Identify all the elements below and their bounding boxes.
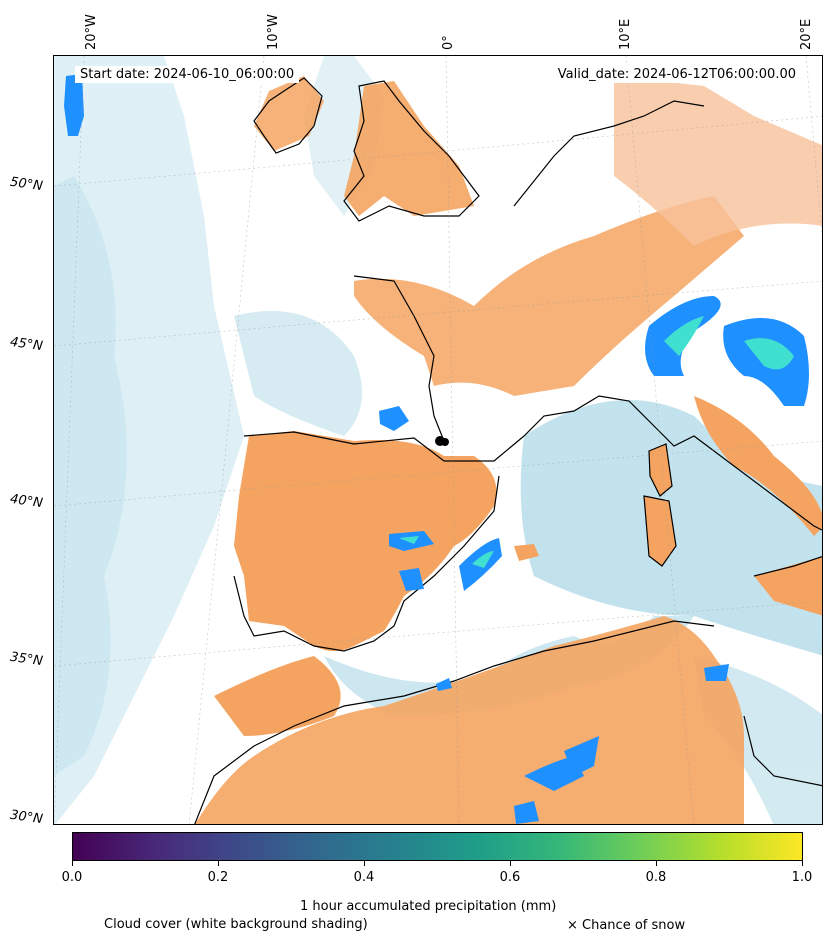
colorbar-tick [510, 861, 511, 866]
lat-label-50n: 50°N [9, 174, 44, 195]
colorbar-tick-label: 0.2 [207, 870, 229, 885]
map-canvas [54, 56, 822, 824]
lon-label-0: 0° [441, 35, 456, 50]
weather-map: Start date: 2024-06-10_06:00:00 Valid_da… [53, 55, 823, 825]
colorbar-tick [218, 861, 219, 866]
colorbar-label: 1 hour accumulated precipitation (mm) [300, 899, 557, 914]
snow-legend: × Chance of snow [567, 918, 686, 933]
colorbar-tick [802, 861, 803, 866]
lon-label-20w: 20°W [84, 14, 99, 50]
colorbar-tick [364, 861, 365, 866]
valid-date-label: Valid_date: 2024-06-12T06:00:00.00 [552, 66, 801, 83]
lat-label-35n: 35°N [9, 649, 44, 670]
precipitation-layer [64, 74, 809, 824]
colorbar-tick-label: 0.8 [645, 870, 667, 885]
colorbar-tick-label: 0.6 [499, 870, 521, 885]
graticule [54, 56, 822, 824]
lon-label-20e: 20°E [799, 18, 814, 50]
colorbar-tick-label: 0.0 [61, 870, 83, 885]
start-date-label: Start date: 2024-06-10_06:00:00 [75, 66, 300, 83]
colorbar-tick [656, 861, 657, 866]
precipitation-colorbar [72, 832, 803, 861]
snow-marker [435, 436, 449, 446]
coastlines [194, 77, 822, 824]
lat-label-45n: 45°N [9, 334, 44, 355]
clear-sky-land-layer [195, 76, 822, 824]
colorbar-tick [72, 861, 73, 866]
cloud-cover-legend: Cloud cover (white background shading) [104, 917, 368, 932]
lon-label-10w: 10°W [266, 14, 281, 50]
colorbar-tick-label: 0.4 [353, 870, 375, 885]
lon-label-10e: 10°E [618, 18, 633, 50]
lat-label-30n: 30°N [9, 807, 44, 828]
colorbar-tick-label: 1.0 [791, 870, 813, 885]
lat-label-40n: 40°N [9, 491, 44, 512]
